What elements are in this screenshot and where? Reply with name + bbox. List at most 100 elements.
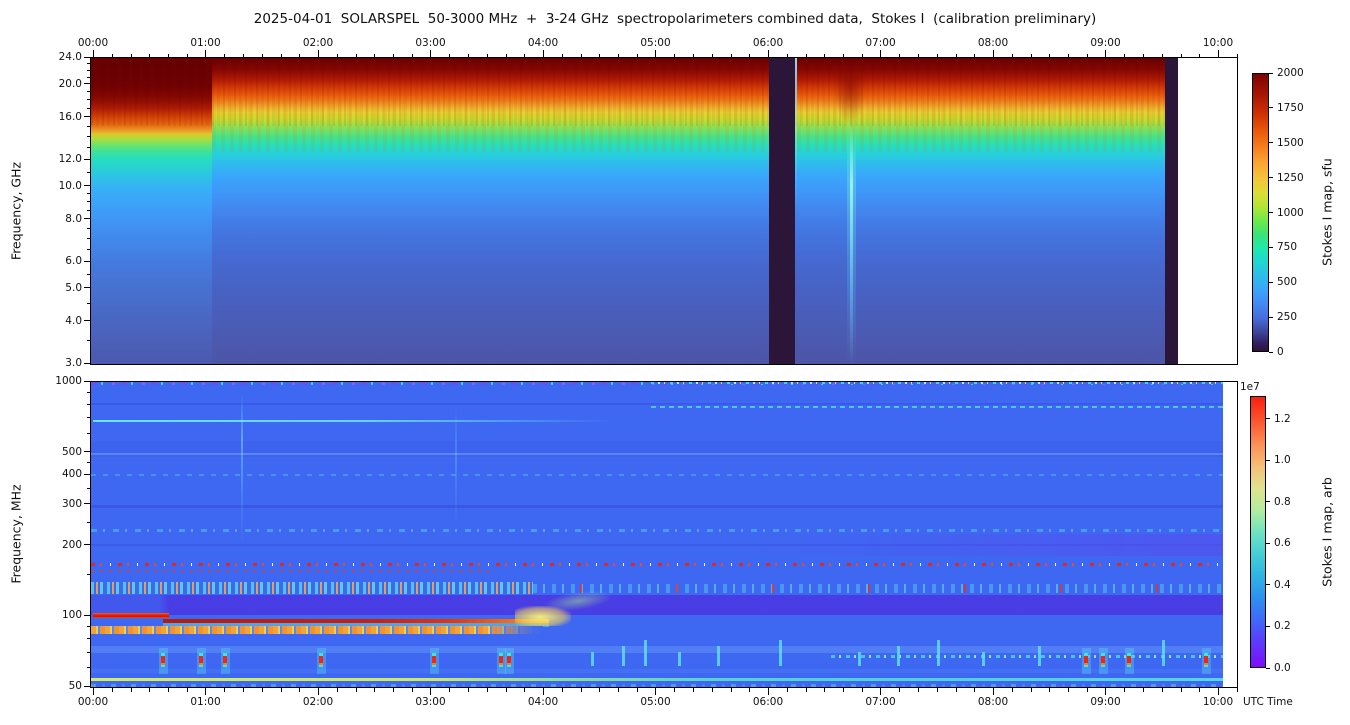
cyan-burst-streak [644,640,648,666]
vertical-streak-0315 [455,406,457,526]
cbar-sfu-tick-label: 250 [1277,311,1298,324]
x-tick-label-top: 09:00 [1090,37,1121,49]
y-major-tick-ghz [84,362,90,364]
x-minor-tick-bottom [974,688,976,692]
x-minor-tick-bottom [1199,688,1201,692]
y-major-tick-mhz [84,503,90,505]
x-tick-label-top: 06:00 [752,37,784,49]
x-major-tick-bottom [205,688,206,695]
x-tick-label-bottom: 02:00 [302,696,334,708]
y-major-tick-ghz [84,287,90,289]
x-major-tick-bottom [317,688,319,695]
y-minor-tick-mhz [87,626,90,628]
cyan-line-700mhz [93,420,613,422]
x-minor-tick-top [505,53,507,57]
cyan-burst-streak [1161,640,1165,666]
x-minor-tick-bottom [186,688,188,692]
y-minor-tick-ghz [87,209,90,211]
y-minor-tick-ghz [87,340,90,342]
x-minor-tick-top [393,53,394,57]
no-data-region-bottom [1222,382,1237,687]
y-major-tick-ghz [84,320,90,322]
x-minor-tick-bottom [1180,688,1182,692]
y-major-tick-ghz [84,260,90,262]
cbar-sfu-tick [1269,246,1273,248]
x-minor-tick-bottom [1236,688,1238,692]
y-tick-label-ghz: 4.0 [65,314,82,327]
no-data-region [1177,58,1237,364]
x-minor-tick-bottom [693,688,694,692]
y-minor-tick-mhz [87,651,90,653]
y-tick-label-mhz: 300 [61,497,82,510]
x-major-tick-top [1217,50,1219,57]
cbar-sfu-tick-label: 1250 [1277,171,1304,184]
x-major-tick-top [542,50,544,57]
y-major-tick-mhz [84,473,90,475]
gap-bright-edge [795,58,798,208]
x-minor-tick-top [843,53,844,57]
x-minor-tick-bottom [561,688,563,692]
x-minor-tick-bottom [861,688,863,692]
cbar-sfu-tick [1269,281,1273,283]
data-gap-0600 [769,58,796,364]
cbar-sfu-tick [1269,142,1273,144]
cyan-burst-streak [936,640,940,666]
speckle-row-250mhz [91,529,1223,532]
interference-band-150mhz-right [533,584,1223,593]
cbar-arb-tick-label: 0.4 [1274,578,1291,591]
x-minor-tick-bottom [449,688,451,692]
x-major-tick-top [205,50,206,57]
cbar-arb-tick [1266,625,1270,627]
x-minor-tick-top [299,53,301,57]
rfi-line-165mhz [91,570,491,572]
x-minor-tick-top [1030,53,1032,57]
faint-line-500mhz [91,453,1223,455]
y-tick-label-ghz: 24.0 [58,51,82,63]
x-minor-tick-bottom [674,688,676,692]
top-edge-speckle-line-right [651,382,1223,384]
x-minor-tick-bottom [749,688,751,692]
radio-burst-65mhz [1127,653,1131,667]
x-tick-label-bottom: 06:00 [752,696,784,708]
x-minor-tick-top [468,53,469,57]
x-minor-tick-top [1011,53,1013,57]
y-minor-tick-ghz [87,228,90,230]
cbar-arb-tick [1266,584,1270,586]
x-minor-tick-top [243,53,244,57]
x-minor-tick-top [711,53,713,57]
y-major-tick-ghz [84,116,90,118]
y-minor-tick-ghz [87,107,90,109]
y-minor-tick-ghz [87,126,90,128]
x-minor-tick-bottom [1011,688,1013,692]
x-tick-label-bottom: 03:00 [415,696,446,708]
vertical-streak-0120 [241,394,243,544]
x-minor-tick-top [899,53,901,57]
spectrogram-gradient-base [91,58,1177,364]
cbar-sfu-tick-label: 0 [1277,346,1284,358]
x-minor-tick-top [224,53,226,57]
x-minor-tick-bottom [224,688,226,692]
x-minor-tick-bottom [1086,688,1088,692]
y-minor-tick-mhz [87,638,90,640]
y-tick-label-mhz: 400 [61,468,82,481]
y-minor-tick-mhz [87,667,90,669]
y-tick-label-mhz: 50 [68,680,82,692]
cyan-burst-streak [858,652,861,666]
y-tick-label-ghz: 5.0 [65,281,82,294]
column-texture [91,62,1177,126]
interference-band-150mhz-left [91,582,533,594]
cbar-arb-tick-label: 1.0 [1274,454,1291,467]
cbar-arb-tick-label: 0.6 [1274,537,1291,550]
x-minor-tick-top [786,53,788,57]
colorbar-exponent-label: 1e7 [1240,381,1260,393]
cyan-burst-streak [897,646,901,666]
x-minor-tick-bottom [599,688,601,692]
x-minor-tick-top [336,53,338,57]
y-minor-tick-mhz [87,417,90,419]
x-minor-tick-bottom [393,688,394,692]
x-tick-label-bottom: 09:00 [1090,696,1121,708]
cyan-burst-streak [981,652,985,666]
x-minor-tick-bottom [411,688,413,692]
x-minor-tick-top [1143,53,1144,57]
